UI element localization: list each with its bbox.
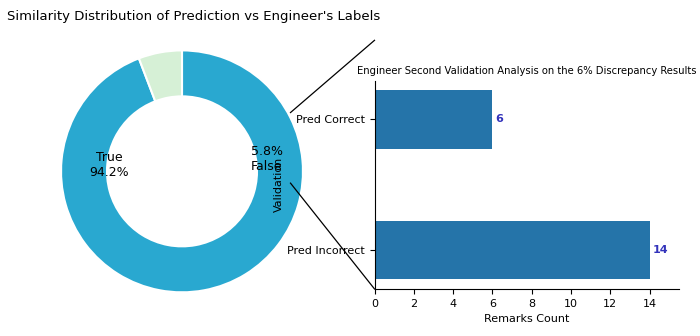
- Bar: [374, 90, 492, 149]
- X-axis label: Remarks Count: Remarks Count: [484, 314, 569, 324]
- Text: 6: 6: [496, 115, 503, 125]
- Title: Engineer Second Validation Analysis on the 6% Discrepancy Results: Engineer Second Validation Analysis on t…: [357, 66, 696, 76]
- Text: 14: 14: [652, 245, 668, 255]
- Bar: [374, 221, 650, 280]
- Wedge shape: [139, 50, 182, 101]
- Text: Similarity Distribution of Prediction vs Engineer's Labels: Similarity Distribution of Prediction vs…: [7, 10, 380, 23]
- Wedge shape: [61, 50, 303, 292]
- Text: 5.8%
False: 5.8% False: [251, 145, 283, 173]
- Text: True
94.2%: True 94.2%: [90, 151, 130, 179]
- Y-axis label: Validation: Validation: [274, 157, 284, 212]
